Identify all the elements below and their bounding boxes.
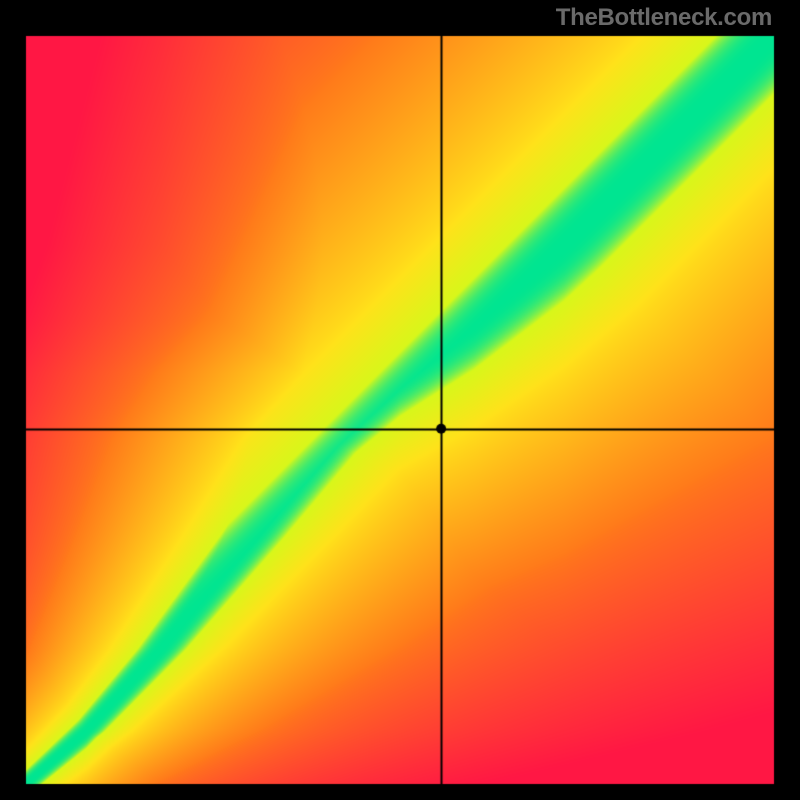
- chart-container: TheBottleneck.com: [0, 0, 800, 800]
- bottleneck-heatmap: [0, 0, 800, 800]
- watermark-text: TheBottleneck.com: [556, 4, 772, 32]
